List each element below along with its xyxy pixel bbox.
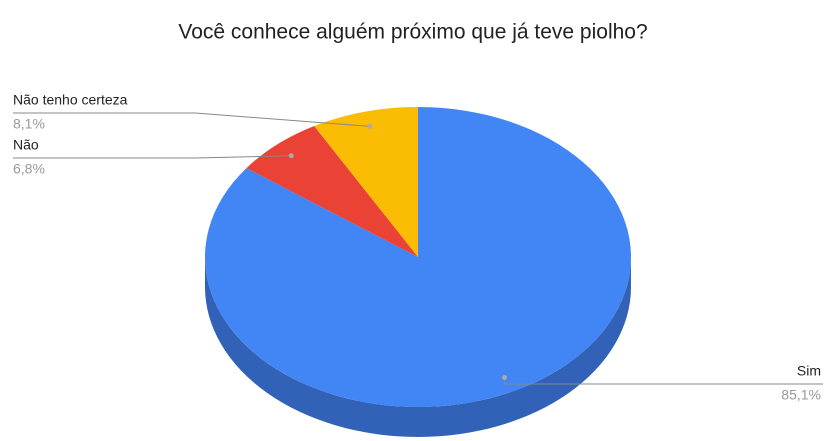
slice-side xyxy=(205,257,631,437)
slice-value: 8,1% xyxy=(13,116,45,132)
leader-line xyxy=(13,155,292,159)
leader-line xyxy=(13,112,370,127)
slice-label: Não xyxy=(13,137,39,153)
slice xyxy=(246,126,418,257)
leader-dot xyxy=(367,123,373,129)
leader-dot xyxy=(288,153,294,159)
slice-label: Sim xyxy=(797,363,821,379)
slice-value: 85,1% xyxy=(781,387,821,403)
slice-label: Não tenho certeza xyxy=(13,92,128,108)
leader-dot xyxy=(501,374,507,380)
slice-value: 6,8% xyxy=(13,161,45,177)
chart-title: Você conhece alguém próximo que já teve … xyxy=(178,21,647,44)
slice xyxy=(314,107,418,257)
